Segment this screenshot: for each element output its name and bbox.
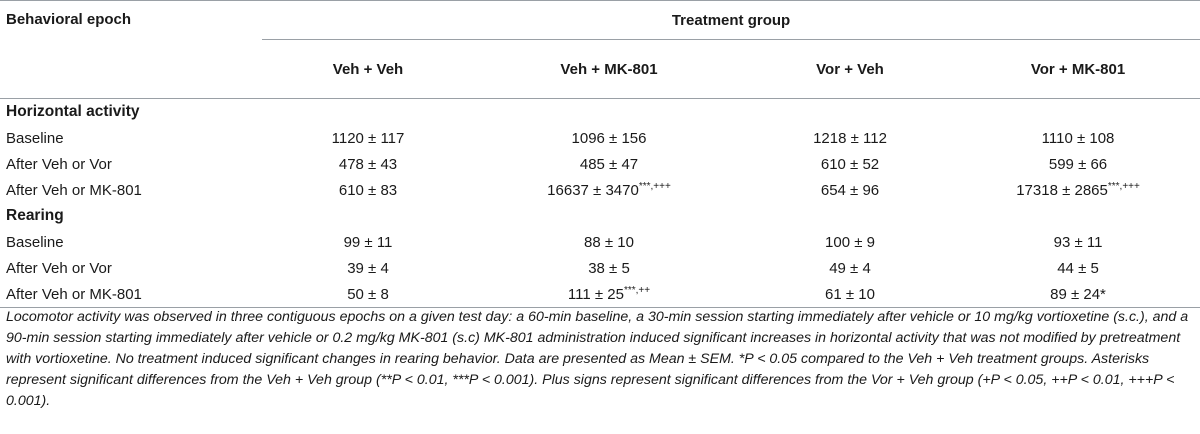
cell-value: 111 ± 25 — [567, 285, 624, 303]
table-row: Baseline 99 ± 11 88 ± 10 100 ± 9 93 ± 11 — [0, 229, 1200, 255]
row-label: After Veh or MK-801 — [6, 181, 142, 199]
column-header: Vor + MK-801 — [956, 39, 1200, 99]
table-cell: 100 ± 9 — [744, 229, 956, 255]
table-cell: 654 ± 96 — [744, 177, 956, 203]
cell-value: 610 ± 52 — [820, 155, 880, 173]
cell-value: 610 ± 83 — [338, 181, 398, 199]
row-label: After Veh or MK-801 — [0, 281, 262, 308]
cell-value: 1218 ± 112 — [813, 129, 887, 147]
data-table: Behavioral epoch Treatment group Veh + V… — [0, 0, 1200, 308]
table-cell: 44 ± 5 — [956, 255, 1200, 281]
table-cell: 38 ± 5 — [474, 255, 744, 281]
table-cell: 61 ± 10 — [744, 281, 956, 308]
table-cell: 1218 ± 112 — [744, 125, 956, 151]
cell-value: 17318 ± 2865 — [1016, 181, 1108, 199]
cell-value: 100 ± 9 — [825, 233, 875, 251]
cell-value: 44 ± 5 — [1057, 259, 1099, 277]
column-header: Veh + MK-801 — [474, 39, 744, 99]
cell-value: 1096 ± 156 — [571, 129, 647, 147]
footnote-text: Locomotor activity was observed in three… — [6, 309, 1189, 409]
table-cell: 478 ± 43 — [262, 151, 474, 177]
row-label: After Veh or Vor — [6, 155, 112, 173]
treatment-group-header: Treatment group — [262, 0, 1200, 40]
cell-value: 1120 ± 117 — [331, 129, 405, 147]
cell-value: 39 ± 4 — [347, 259, 389, 277]
table-cell: 16637 ± 3470***,+++ — [474, 177, 744, 203]
section-row: Horizontal activity — [0, 99, 1200, 126]
cell-value: 50 ± 8 — [347, 285, 389, 303]
table-cell: 49 ± 4 — [744, 255, 956, 281]
table-cell: 17318 ± 2865***,+++ — [956, 177, 1200, 203]
cell-value: 38 ± 5 — [588, 259, 630, 277]
cell-value: 61 ± 10 — [825, 285, 875, 303]
cell-value: 478 ± 43 — [338, 155, 398, 173]
section-row: Rearing — [0, 203, 1200, 229]
table-row: After Veh or MK-801 610 ± 83 16637 ± 3470*… — [0, 177, 1200, 203]
cell-value: 654 ± 96 — [820, 181, 880, 199]
row-label: Baseline — [6, 129, 64, 147]
table-cell: 50 ± 8 — [262, 281, 474, 308]
table-cell: 39 ± 4 — [262, 255, 474, 281]
table-cell: 610 ± 83 — [262, 177, 474, 203]
table-row: After Veh or MK-801 50 ± 8 111 ± 25***,++ 6… — [0, 281, 1200, 308]
table-cell: 111 ± 25***,++ — [474, 281, 744, 308]
cell-value: 93 ± 11 — [1053, 233, 1103, 251]
table-cell: 1110 ± 108 — [956, 125, 1200, 151]
cell-value: 49 ± 4 — [829, 259, 871, 277]
table-cell: 1096 ± 156 — [474, 125, 744, 151]
significance-marker: ***,+++ — [638, 180, 671, 192]
cell-value: 89 ± 24* — [1050, 285, 1106, 303]
table-cell: 93 ± 11 — [956, 229, 1200, 255]
cell-value: 88 ± 10 — [584, 233, 634, 251]
table-cell: 1120 ± 117 — [262, 125, 474, 151]
epoch-header: Behavioral epoch — [0, 0, 262, 99]
row-label: Baseline — [6, 233, 64, 251]
cell-value: 1110 ± 108 — [1041, 129, 1115, 147]
table-footnote: Locomotor activity was observed in three… — [6, 307, 1192, 412]
cell-value: 485 ± 47 — [579, 155, 639, 173]
table-body: Horizontal activity Baseline 1120 ± 117 109… — [0, 99, 1200, 308]
significance-marker: ***,++ — [623, 284, 651, 296]
column-header: Veh + Veh — [262, 39, 474, 99]
section-title: Rearing — [6, 207, 64, 224]
row-label: After Veh or Vor — [6, 259, 112, 277]
cell-value: 599 ± 66 — [1048, 155, 1108, 173]
table-cell: 88 ± 10 — [474, 229, 744, 255]
column-header: Vor + Veh — [744, 39, 956, 99]
table-cell: 89 ± 24* — [956, 281, 1200, 308]
table-cell: 99 ± 11 — [262, 229, 474, 255]
table-row: Baseline 1120 ± 117 1096 ± 156 1218 ± 112 11… — [0, 125, 1200, 151]
section-title: Horizontal activity — [6, 103, 140, 120]
table-cell: 485 ± 47 — [474, 151, 744, 177]
cell-value: 16637 ± 3470 — [547, 181, 639, 199]
table-cell: 599 ± 66 — [956, 151, 1200, 177]
cell-value: 99 ± 11 — [343, 233, 393, 251]
table-cell: 610 ± 52 — [744, 151, 956, 177]
significance-marker: ***,+++ — [1107, 180, 1140, 192]
table-row: After Veh or Vor 39 ± 4 38 ± 5 49 ± 4 44 ± 5 — [0, 255, 1200, 281]
table-row: After Veh or Vor 478 ± 43 485 ± 47 610 ± 52… — [0, 151, 1200, 177]
